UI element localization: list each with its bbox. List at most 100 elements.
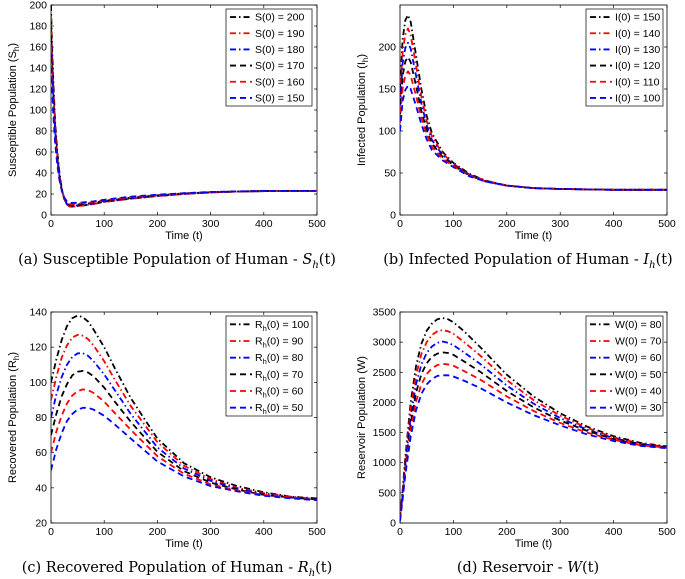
y-tick-label: 3000 — [373, 337, 397, 349]
series-line-4 — [400, 351, 667, 521]
chart-panel-3: 0 100 200 300 400 500 20 40 60 80 100 120 140 Time (t… — [7, 307, 326, 551]
x-tick-label: 100 — [445, 526, 463, 538]
x-tick-label: 500 — [308, 526, 326, 538]
x-tick-label: 200 — [149, 526, 167, 538]
x-axis-label: Time (t) — [165, 538, 202, 550]
y-tick-label: 150 — [378, 84, 396, 96]
y-axis-label: Susceptible Population (Sh) — [7, 43, 21, 177]
x-tick-label: 100 — [95, 526, 113, 538]
series-line-1 — [51, 314, 317, 500]
panel-caption: (c) Recovered Population of Human - Rh(t… — [22, 560, 333, 579]
legend-label: S(0) = 180 — [255, 44, 304, 56]
y-tick-label: 60 — [35, 447, 47, 459]
x-tick-label: 400 — [605, 218, 623, 230]
x-tick-label: 0 — [397, 526, 403, 538]
x-tick-label: 400 — [605, 526, 623, 538]
legend-label: Rh(0) = 50 — [255, 402, 303, 416]
x-tick-label: 100 — [445, 218, 463, 230]
chart-panel-1: 0 100 200 300 400 500 0 20 40 60 80 100 120 140 160 180… — [7, 0, 326, 242]
legend-label: I(0) = 130 — [615, 44, 660, 56]
y-axis-label: Infected Population (Ih) — [356, 54, 370, 166]
y-tick-label: 200 — [29, 0, 47, 12]
y-tick-label: 2000 — [373, 397, 397, 409]
series-line-6 — [51, 406, 317, 502]
legend-label: Rh(0) = 60 — [255, 386, 303, 400]
x-tick-label: 400 — [255, 218, 273, 230]
y-tick-label: 2500 — [373, 367, 397, 379]
x-tick-label: 300 — [551, 526, 569, 538]
x-tick-label: 200 — [498, 218, 516, 230]
series-line-6 — [400, 374, 667, 522]
y-tick-label: 120 — [29, 84, 47, 96]
x-tick-label: 200 — [149, 218, 167, 230]
legend-label: W(0) = 70 — [615, 336, 662, 348]
x-tick-label: 300 — [202, 526, 220, 538]
y-tick-label: 80 — [35, 412, 47, 424]
legend-label: Rh(0) = 70 — [255, 369, 303, 383]
y-tick-label: 80 — [35, 126, 47, 138]
y-tick-label: 140 — [29, 307, 47, 319]
legend-label: S(0) = 200 — [255, 12, 304, 24]
legend-box — [585, 315, 664, 417]
legend-label: S(0) = 190 — [255, 28, 304, 40]
x-axis-label: Time (t) — [515, 538, 552, 550]
legend-label: S(0) = 150 — [255, 92, 304, 104]
x-tick-label: 0 — [397, 218, 403, 230]
x-tick-label: 300 — [551, 218, 569, 230]
y-tick-label: 500 — [378, 487, 396, 499]
y-tick-label: 100 — [378, 126, 396, 138]
y-tick-label: 200 — [378, 42, 396, 54]
x-axis-label: Time (t) — [165, 230, 202, 242]
series-line-5 — [51, 46, 317, 205]
y-tick-label: 20 — [35, 518, 47, 530]
series-line-5 — [400, 70, 667, 191]
panel-caption: (b) Infected Population of Human - Ih(t) — [383, 252, 672, 271]
legend-label: Rh(0) = 90 — [255, 336, 303, 350]
y-tick-label: 100 — [29, 105, 47, 117]
x-tick-label: 300 — [202, 218, 220, 230]
panel-caption: (d) Reservoir - W(t) — [457, 560, 599, 576]
series-line-1 — [400, 14, 667, 191]
legend-box — [225, 315, 313, 417]
legend: S(0) = 200 S(0) = 190 S(0) = 180 S(0) = 170… — [225, 8, 313, 107]
x-tick-label: 200 — [498, 526, 516, 538]
legend-label: I(0) = 110 — [615, 76, 660, 88]
legend-box — [585, 8, 664, 107]
y-tick-label: 0 — [41, 210, 47, 222]
legend-box — [225, 8, 313, 107]
legend-label: I(0) = 140 — [615, 28, 660, 40]
y-tick-label: 1500 — [373, 427, 397, 439]
series-line-6 — [51, 57, 317, 204]
series-line-2 — [51, 15, 317, 208]
x-tick-label: 500 — [658, 526, 676, 538]
series-line-5 — [400, 362, 667, 521]
chart-panel-4: 0 100 200 300 400 500 0 500 1000 1500 2000 2500 3000… — [356, 307, 676, 551]
legend-label: Rh(0) = 100 — [255, 319, 309, 333]
legend-label: S(0) = 170 — [255, 60, 304, 72]
y-axis-label: Recovered Population (Rh) — [7, 352, 21, 483]
y-tick-label: 0 — [390, 210, 396, 222]
legend-label: W(0) = 30 — [615, 402, 662, 414]
legend-label: W(0) = 40 — [615, 386, 662, 398]
series-line-2 — [400, 329, 667, 519]
x-tick-label: 500 — [308, 218, 326, 230]
legend-label: W(0) = 50 — [615, 369, 662, 381]
series-line-2 — [400, 27, 667, 191]
legend-label: Rh(0) = 80 — [255, 352, 303, 366]
legend-label: S(0) = 160 — [255, 76, 304, 88]
y-tick-label: 1000 — [373, 457, 397, 469]
legend-label: I(0) = 120 — [615, 60, 660, 72]
y-tick-label: 40 — [35, 482, 47, 494]
legend: Rh(0) = 100 Rh(0) = 90 Rh(0) = 80 Rh(0) = 7… — [225, 315, 313, 417]
legend-label: W(0) = 60 — [615, 352, 662, 364]
legend-label: I(0) = 100 — [615, 92, 660, 104]
y-tick-label: 50 — [384, 168, 396, 180]
x-tick-label: 0 — [48, 526, 54, 538]
y-tick-label: 3500 — [373, 307, 397, 319]
panel-caption: (a) Susceptible Population of Human - Sh… — [18, 252, 336, 271]
y-tick-label: 140 — [29, 63, 47, 75]
x-axis-label: Time (t) — [515, 230, 552, 242]
series-line-6 — [400, 84, 667, 191]
